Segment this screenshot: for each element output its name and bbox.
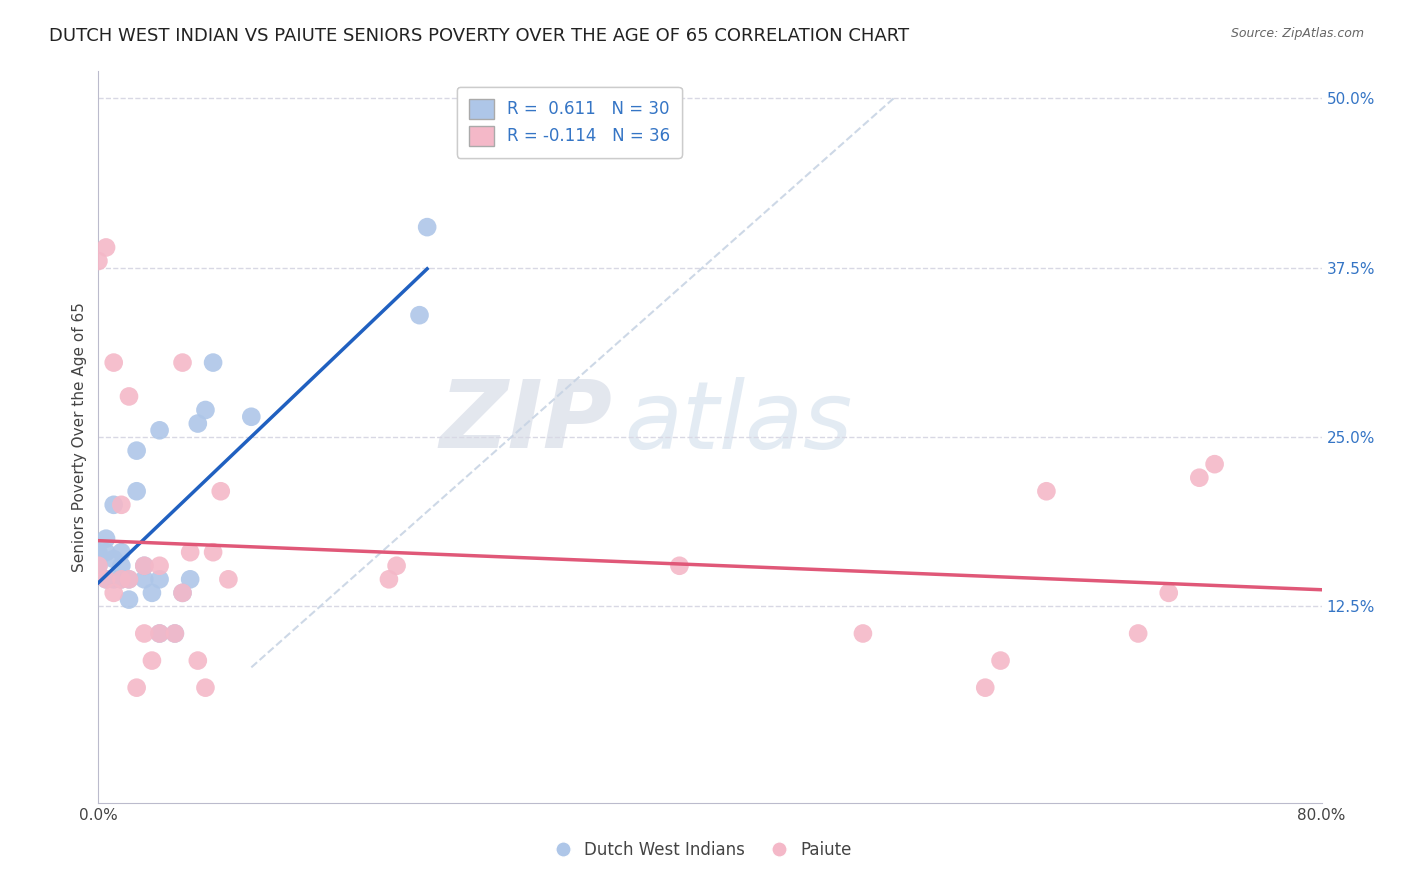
Point <box>149 572 172 586</box>
Point <box>172 586 194 600</box>
Point <box>416 220 439 235</box>
Point <box>1157 586 1180 600</box>
Point <box>1204 457 1226 471</box>
Point <box>87 558 110 573</box>
Point <box>1188 471 1211 485</box>
Text: DUTCH WEST INDIAN VS PAIUTE SENIORS POVERTY OVER THE AGE OF 65 CORRELATION CHART: DUTCH WEST INDIAN VS PAIUTE SENIORS POVE… <box>49 27 910 45</box>
Point <box>179 545 201 559</box>
Point <box>134 558 156 573</box>
Point <box>87 254 110 268</box>
Point <box>94 545 117 559</box>
Point <box>118 572 141 586</box>
Point <box>408 308 430 322</box>
Legend: R =  0.611   N = 30, R = -0.114   N = 36: R = 0.611 N = 30, R = -0.114 N = 36 <box>457 87 682 158</box>
Point <box>94 532 117 546</box>
Point <box>118 592 141 607</box>
Point <box>134 572 156 586</box>
Point <box>149 626 172 640</box>
Point <box>240 409 263 424</box>
Point <box>118 572 141 586</box>
Point <box>194 681 217 695</box>
Text: atlas: atlas <box>624 377 852 468</box>
Point <box>172 355 194 369</box>
Point <box>103 552 125 566</box>
Point <box>202 545 225 559</box>
Point <box>134 558 156 573</box>
Point <box>94 572 117 586</box>
Point <box>163 626 186 640</box>
Point <box>149 423 172 437</box>
Point <box>103 572 125 586</box>
Point <box>385 558 408 573</box>
Point <box>852 626 875 640</box>
Point <box>149 558 172 573</box>
Point <box>125 681 148 695</box>
Point <box>141 586 163 600</box>
Point <box>179 572 201 586</box>
Point <box>378 572 401 586</box>
Text: ZIP: ZIP <box>439 376 612 468</box>
Point <box>94 572 117 586</box>
Text: Source: ZipAtlas.com: Source: ZipAtlas.com <box>1230 27 1364 40</box>
Point <box>1035 484 1057 499</box>
Point <box>163 626 186 640</box>
Point <box>187 654 209 668</box>
Point <box>103 355 125 369</box>
Point <box>94 240 117 254</box>
Point <box>990 654 1012 668</box>
Point <box>103 498 125 512</box>
Point <box>110 545 132 559</box>
Point <box>172 586 194 600</box>
Point <box>110 558 132 573</box>
Point <box>194 403 217 417</box>
Point <box>87 545 110 559</box>
Point <box>125 443 148 458</box>
Point <box>209 484 232 499</box>
Point <box>141 654 163 668</box>
Legend: Dutch West Indians, Paiute: Dutch West Indians, Paiute <box>548 835 858 866</box>
Point <box>103 586 125 600</box>
Point <box>668 558 690 573</box>
Y-axis label: Seniors Poverty Over the Age of 65: Seniors Poverty Over the Age of 65 <box>72 302 87 572</box>
Point <box>1128 626 1150 640</box>
Point <box>187 417 209 431</box>
Point <box>118 389 141 403</box>
Point <box>110 572 132 586</box>
Point <box>110 572 132 586</box>
Point <box>125 484 148 499</box>
Point <box>974 681 997 695</box>
Point <box>149 626 172 640</box>
Point <box>217 572 239 586</box>
Point <box>110 498 132 512</box>
Point <box>202 355 225 369</box>
Point <box>87 558 110 573</box>
Point <box>134 626 156 640</box>
